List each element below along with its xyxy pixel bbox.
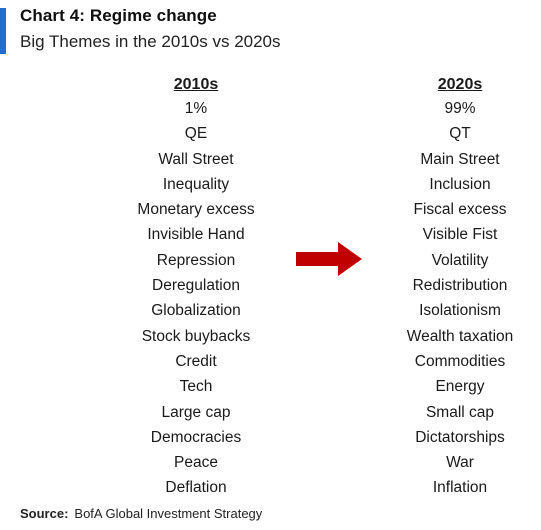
list-item: Stock buybacks — [141, 327, 251, 345]
list-item: Wealth taxation — [406, 327, 514, 345]
column-header-2020s: 2020s — [437, 76, 483, 93]
list-item: 99% — [444, 100, 476, 117]
list-item: Repression — [156, 251, 236, 269]
list-item: 1% — [184, 100, 208, 117]
list-item: Deregulation — [152, 277, 240, 295]
source-label: Source: — [20, 506, 69, 521]
list-item: Peace — [174, 454, 218, 472]
list-item: Democracies — [150, 428, 242, 446]
list-item: Inflation — [432, 479, 488, 497]
list-item: Deflation — [165, 479, 227, 497]
list-item: Wall Street — [158, 150, 234, 168]
list-2020s: 99% QT Main Street Inclusion Fiscal exce… — [360, 96, 541, 501]
accent-bar — [0, 8, 6, 54]
list-item: Visible Fist — [422, 226, 498, 244]
column-2010s: 2010s 1% QE Wall Street Inequality Monet… — [96, 74, 296, 501]
list-item: Inclusion — [429, 175, 491, 193]
list-item: Large cap — [161, 403, 231, 421]
source-note: Source: BofA Global Investment Strategy — [20, 506, 262, 521]
list-item: Energy — [435, 378, 485, 396]
list-item: QT — [449, 125, 471, 143]
list-item: Invisible Hand — [147, 226, 245, 244]
chart-title: Chart 4: Regime change — [20, 6, 217, 25]
list-item: Credit — [175, 352, 217, 370]
list-item: QE — [184, 125, 208, 143]
right-arrow-icon — [296, 242, 362, 276]
list-2010s: 1% QE Wall Street Inequality Monetary ex… — [96, 96, 296, 501]
list-item: Tech — [179, 378, 213, 396]
list-item: Small cap — [425, 403, 495, 421]
list-item: Redistribution — [412, 277, 508, 295]
column-2020s: 2020s 99% QT Main Street Inclusion Fisca… — [360, 74, 541, 501]
list-item: Main Street — [420, 150, 500, 168]
list-item: Inequality — [162, 175, 230, 193]
list-item: War — [446, 454, 474, 472]
list-item: Dictatorships — [415, 428, 505, 446]
list-item: Commodities — [414, 352, 506, 370]
column-header-2010s: 2010s — [173, 76, 219, 93]
list-item: Monetary excess — [137, 201, 255, 219]
arrow-shape — [296, 242, 362, 276]
list-item: Globalization — [151, 302, 241, 320]
chart-subtitle: Big Themes in the 2010s vs 2020s — [20, 32, 281, 51]
list-item: Isolationism — [419, 302, 501, 320]
source-text: BofA Global Investment Strategy — [74, 506, 263, 521]
list-item: Volatility — [431, 251, 489, 269]
list-item: Fiscal excess — [413, 201, 507, 219]
